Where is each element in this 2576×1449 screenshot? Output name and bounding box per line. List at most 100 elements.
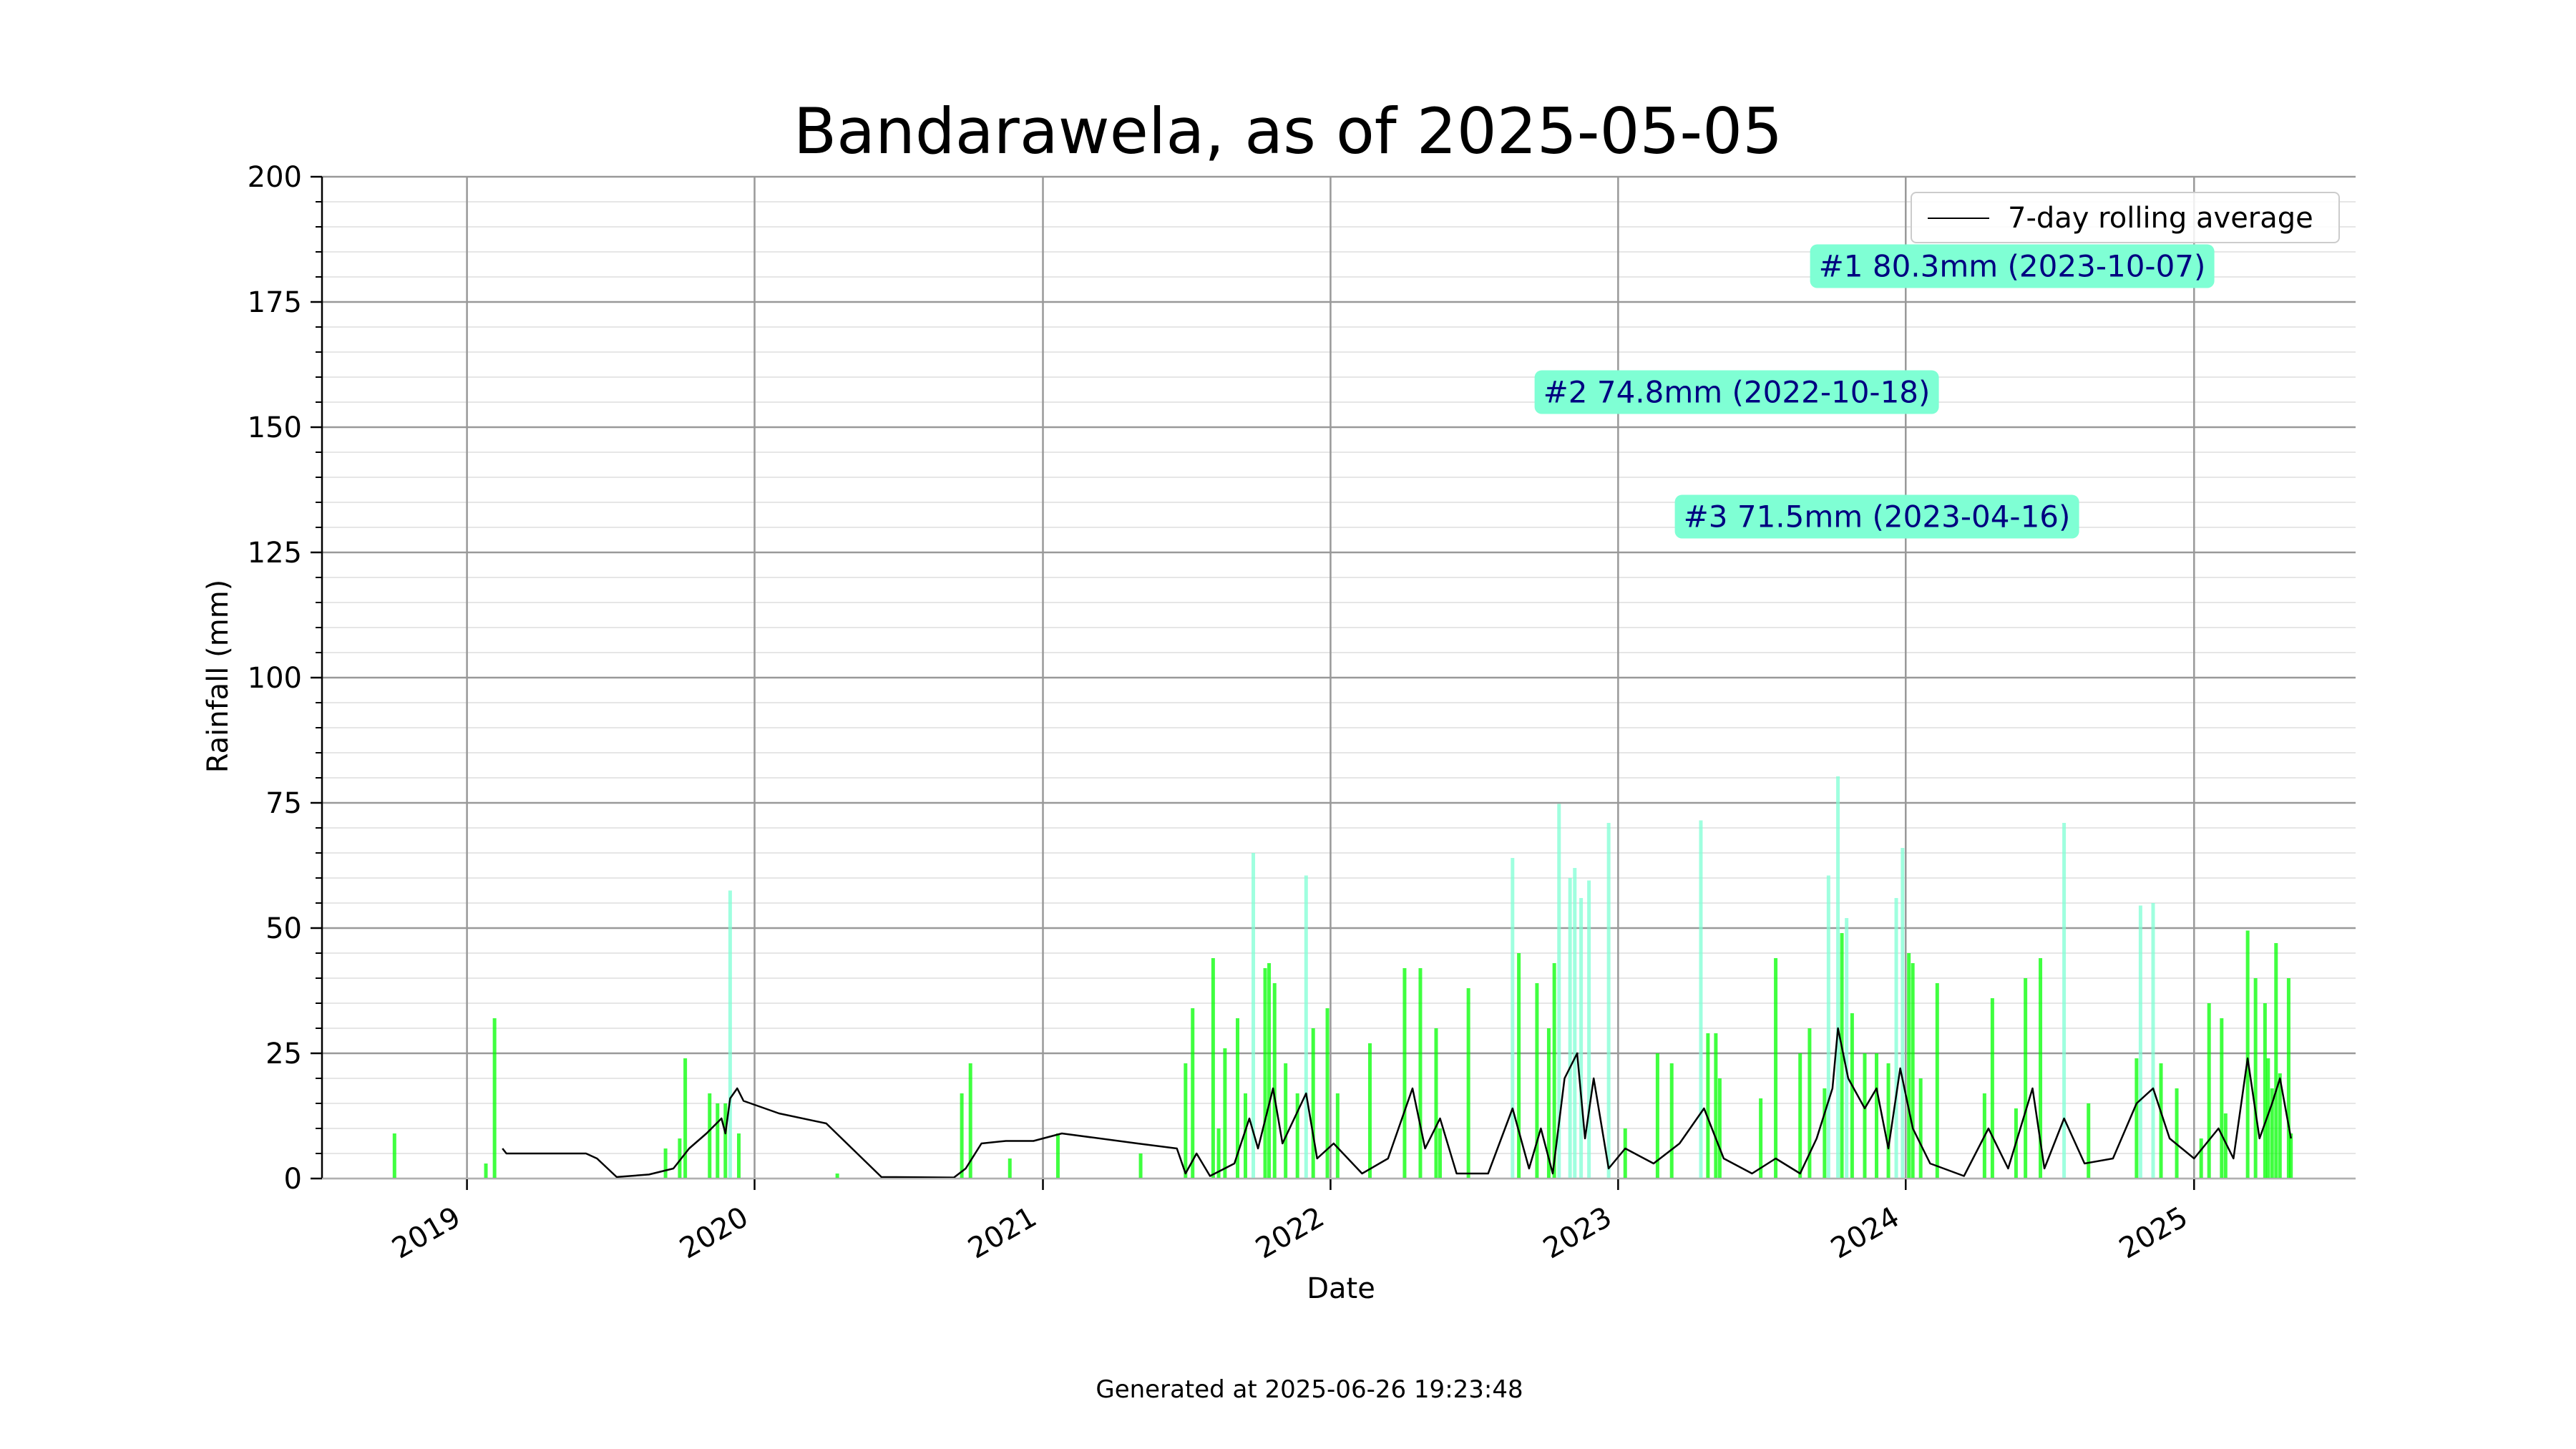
y-tick-label: 50 — [265, 912, 302, 945]
rainfall-bar — [1295, 1093, 1299, 1179]
rainfall-bar — [1552, 963, 1556, 1179]
rainfall-bar — [1587, 880, 1591, 1179]
rainfall-bar — [1886, 1063, 1890, 1179]
rainfall-bar — [2175, 1088, 2179, 1179]
rainfall-bar — [2286, 978, 2290, 1179]
y-tick-label: 200 — [248, 161, 302, 194]
rainfall-bar — [1990, 998, 1994, 1179]
rainfall-bar — [1466, 988, 1470, 1179]
rainfall-bar — [1511, 858, 1515, 1179]
rainfall-bar — [392, 1133, 396, 1179]
rainfall-bar — [1418, 968, 1423, 1179]
annotation-top-2: #2 74.8mm (2022-10-18) — [1534, 370, 1939, 414]
legend: 7-day rolling average — [1911, 192, 2340, 243]
rainfall-bar — [1252, 853, 1256, 1179]
annotation-top-3: #3 71.5mm (2023-04-16) — [1674, 494, 2079, 539]
rainfall-bar — [1267, 963, 1272, 1179]
rainfall-bar — [1557, 804, 1561, 1179]
rainfall-bar — [1263, 968, 1267, 1179]
rainfall-bar — [1335, 1093, 1340, 1179]
rainfall-bar — [1546, 1028, 1551, 1179]
x-tick-label: 2023 — [1538, 1201, 1617, 1266]
chart-title: Bandarawela, as of 2025-05-05 — [793, 94, 1783, 168]
rainfall-bar — [1573, 868, 1577, 1179]
y-tick-label: 75 — [265, 787, 302, 820]
y-tick-label: 175 — [248, 286, 302, 319]
rainfall-bar — [2159, 1063, 2163, 1179]
rainfall-bar — [1184, 1063, 1188, 1179]
rainfall-bar — [1714, 1033, 1718, 1179]
rainfall-bar — [968, 1063, 972, 1179]
legend-line-swatch — [1928, 218, 1989, 219]
rainfall-bar — [1438, 1128, 1442, 1179]
rainfall-bar — [1008, 1158, 1012, 1179]
rainfall-bar — [1535, 983, 1539, 1179]
rainfall-bar — [2274, 943, 2278, 1179]
rainfall-bar — [1894, 898, 1898, 1179]
rainfall-bar — [484, 1163, 488, 1179]
generated-timestamp: Generated at 2025-06-26 19:23:48 — [1096, 1375, 1523, 1404]
y-axis-label: Rainfall (mm) — [202, 579, 235, 774]
rainfall-bar — [1517, 953, 1521, 1179]
grid — [322, 175, 2356, 1180]
x-tick-label: 2019 — [386, 1201, 466, 1266]
rainfall-bar — [1901, 848, 1905, 1179]
rainfall-bar — [2039, 958, 2043, 1179]
rainfall-bar — [1402, 968, 1407, 1179]
rainfall-bar — [1138, 1153, 1143, 1179]
rainfall-bar — [1798, 1053, 1802, 1179]
rainfall-bar — [2223, 1113, 2228, 1179]
x-tick-label: 2022 — [1250, 1201, 1330, 1266]
rainfall-bar — [1807, 1028, 1812, 1179]
rainfall-bar — [1191, 1008, 1195, 1179]
rainfall-bar — [1311, 1028, 1315, 1179]
rainfall-bar — [1655, 1053, 1659, 1179]
rainfall-bar — [2270, 1088, 2274, 1179]
rainfall-bar — [2024, 978, 2028, 1179]
rainfall-bar — [1836, 776, 1840, 1179]
rainfall-bar — [1434, 1028, 1438, 1179]
rainfall-bar — [683, 1058, 688, 1179]
rainfall-bar — [1699, 820, 1703, 1179]
x-tick-label: 2020 — [674, 1201, 753, 1266]
rainfall-bar — [1774, 958, 1778, 1179]
rainfall-bar — [492, 1018, 497, 1179]
rainfall-bar — [2266, 1058, 2270, 1179]
rainfall-bar — [1823, 1088, 1827, 1179]
y-tick-label: 25 — [265, 1038, 302, 1070]
x-tick-label: 2021 — [962, 1201, 1042, 1266]
rainfall-bar — [663, 1148, 668, 1179]
rainfall-bar — [2245, 930, 2250, 1179]
rainfall-bar — [960, 1093, 964, 1179]
annotation-top-1: #1 80.3mm (2023-10-07) — [1810, 244, 2215, 288]
rainfall-bar — [1325, 1008, 1330, 1179]
rainfall-bar — [2151, 903, 2155, 1179]
y-tick-label: 125 — [248, 537, 302, 570]
rainfall-bar — [1568, 878, 1572, 1179]
rainfall-bar — [1284, 1063, 1288, 1179]
rainfall-bar — [2289, 1133, 2293, 1179]
rainfall-bar — [2207, 1003, 2211, 1179]
rainfall-bar — [2263, 1003, 2267, 1179]
rainfall-bar — [678, 1138, 682, 1179]
rainfall-bar — [1759, 1098, 1763, 1179]
x-tick-label: 2025 — [2114, 1201, 2193, 1266]
x-tick-label: 2024 — [1825, 1201, 1905, 1266]
rainfall-bar — [835, 1174, 839, 1179]
rolling-average-line — [502, 1027, 2292, 1179]
rainfall-bar — [1272, 983, 1277, 1179]
rainfall-bar — [716, 1103, 720, 1179]
rainfall-bar — [1850, 1013, 1854, 1179]
rainfall-bar — [1304, 875, 1308, 1179]
rainfall-bar — [1845, 918, 1849, 1179]
rainfall-bar — [2278, 1073, 2282, 1179]
rolling-average-line-group — [502, 1027, 2292, 1179]
rainfall-bar — [2087, 1103, 2091, 1179]
rainfall-bar — [1717, 1078, 1722, 1179]
rainfall-bar — [1875, 1053, 1879, 1179]
x-axis-label: Date — [1307, 1272, 1375, 1305]
rainfall-bar — [723, 1103, 728, 1179]
rainfall-bar — [1055, 1133, 1060, 1179]
y-tick-label: 100 — [248, 662, 302, 695]
rainfall-bar — [708, 1093, 712, 1179]
